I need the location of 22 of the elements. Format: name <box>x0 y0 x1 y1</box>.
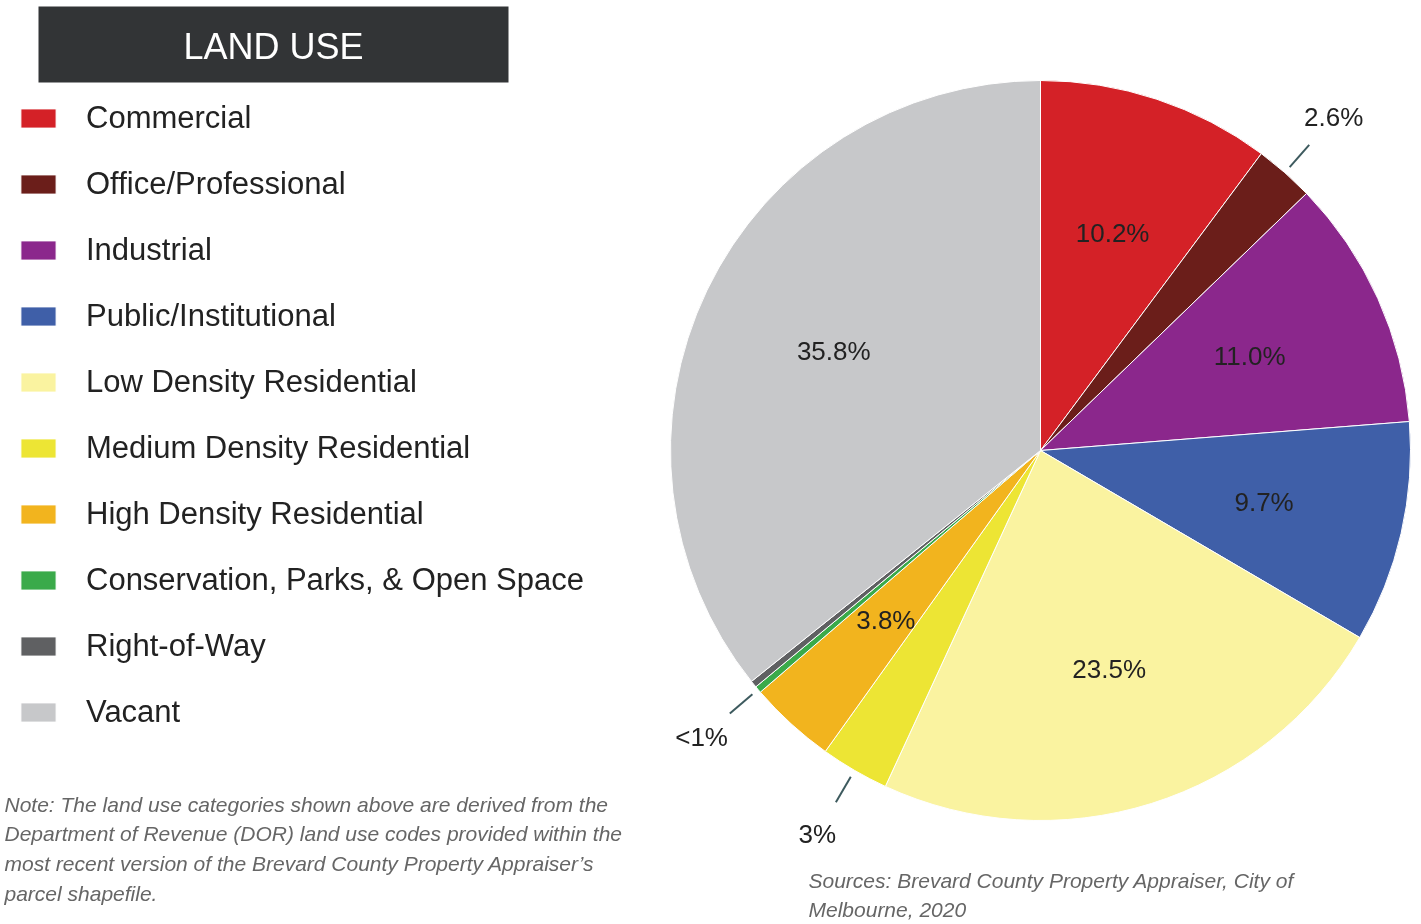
source-note: Sources: Brevard County Property Appraiser, City of Melbourne, 2020 <box>808 868 1296 922</box>
legend-label: Vacant <box>86 694 181 730</box>
legend-label: Low Density Residential <box>86 364 417 400</box>
data-label: 3% <box>798 819 837 850</box>
legend-label: Medium Density Residential <box>86 430 471 466</box>
data-label: 11.0% <box>1213 341 1286 372</box>
data-label: 2.6% <box>1304 102 1364 133</box>
legend-label: Commercial <box>86 100 252 136</box>
data-label: 35.8% <box>796 336 871 367</box>
legend-label: Public/Institutional <box>86 298 336 334</box>
data-label: 23.5% <box>1072 654 1147 685</box>
legend-label: Conservation, Parks, & Open Space <box>86 562 584 598</box>
legend-label: Office/Professional <box>86 166 346 202</box>
legend-label: High Density Residential <box>86 496 424 532</box>
legend-label: Industrial <box>86 232 212 268</box>
data-label: <1% <box>675 722 728 753</box>
legend-label: Right-of-Way <box>86 628 266 664</box>
data-label: 9.7% <box>1234 486 1294 517</box>
data-label: 3.8% <box>856 604 916 635</box>
data-label: 10.2% <box>1075 217 1150 248</box>
text: Note: The land use categories shown above are derived from the Department of Revenue (DOR) land use codes provided within the most recent version of the Brevard County Property Appraiser’s parcel shapefile. <box>3 792 622 906</box>
chart-title: LAND USE <box>183 26 364 67</box>
